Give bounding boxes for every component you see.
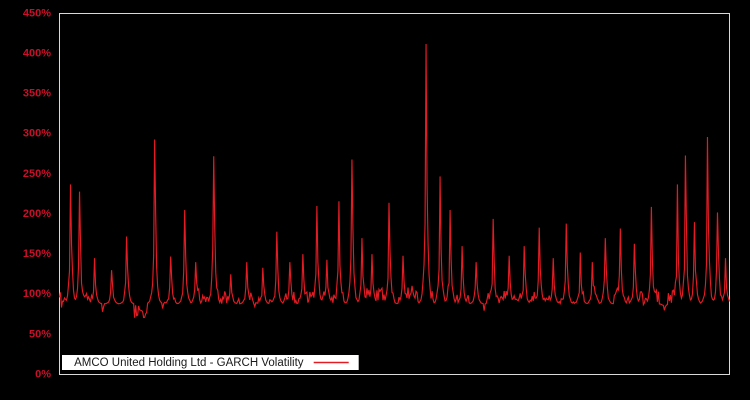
y-tick-label-200: 200% [23,208,51,220]
y-axis-tick-labels: 0% 50% 100% 150% 200% 250% 300% 350% 400% 450% [23,7,51,380]
y-tick-label-450: 450% [23,7,51,19]
y-tick-label-150: 150% [23,248,51,260]
data-series-group [58,43,731,319]
y-tick-label-300: 300% [23,128,51,140]
y-tick-label-350: 350% [23,88,51,100]
legend-background [62,355,359,370]
y-tick-label-250: 250% [23,168,51,180]
y-tick-label-100: 100% [23,288,51,300]
y-tick-label-0: 0% [35,368,51,380]
y-tick-label-400: 400% [23,48,51,60]
volatility-line [58,43,731,319]
legend-label: AMCO United Holding Ltd - GARCH Volatili… [74,357,304,369]
plot-area-frame [59,13,730,375]
chart-legend: AMCO United Holding Ltd - GARCH Volatili… [62,355,359,370]
y-tick-label-50: 50% [29,328,51,340]
